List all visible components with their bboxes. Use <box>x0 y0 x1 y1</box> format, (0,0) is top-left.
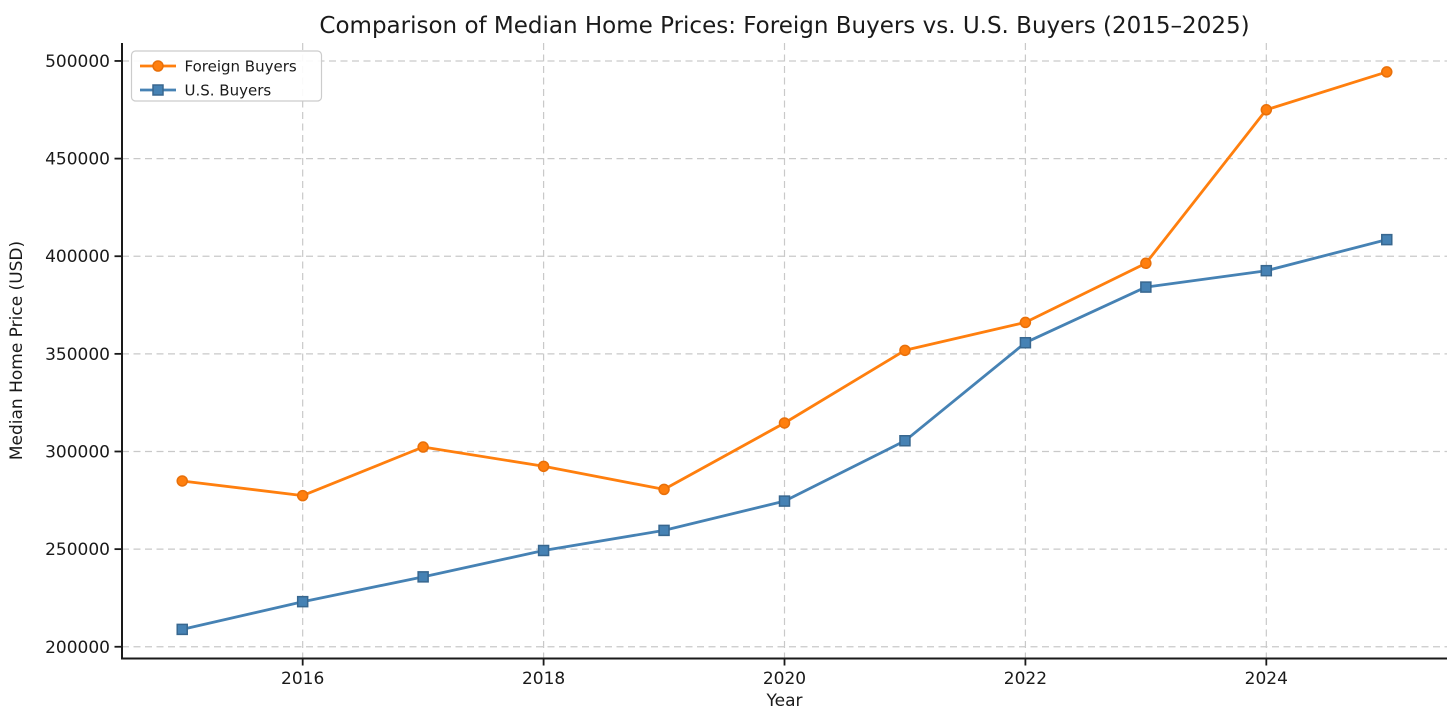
x-tick-label: 2016 <box>281 669 324 689</box>
axes-spines <box>114 43 1447 666</box>
data-point-marker <box>537 544 550 557</box>
chart-title: Comparison of Median Home Prices: Foreig… <box>319 13 1249 39</box>
y-tick-label: 200000 <box>45 638 110 658</box>
data-point-marker <box>417 441 429 453</box>
y-tick-label: 450000 <box>45 150 110 170</box>
x-tick-label: 2022 <box>1004 669 1047 689</box>
y-tick-label: 300000 <box>45 442 110 462</box>
data-point-marker <box>1260 104 1273 116</box>
legend: Foreign Buyers U.S. Buyers <box>130 50 323 102</box>
data-point-marker <box>899 344 911 357</box>
data-point-marker <box>1140 281 1152 293</box>
legend-label: U.S. Buyers <box>185 82 272 100</box>
legend-marker <box>152 60 164 72</box>
y-tick-label: 500000 <box>45 52 110 72</box>
data-point-marker <box>658 524 670 537</box>
data-point-marker <box>417 571 429 583</box>
gridlines <box>122 43 1447 658</box>
y-axis-label: Median Home Price (USD) <box>7 241 27 460</box>
data-point-marker <box>537 460 550 473</box>
data-point-marker <box>1140 257 1152 270</box>
data-point-marker <box>1381 66 1393 78</box>
legend-marker <box>152 84 164 96</box>
data-point-marker <box>899 435 911 447</box>
data-point-marker <box>778 495 791 507</box>
y-tick-label: 250000 <box>45 540 110 560</box>
x-tick-label: 2020 <box>763 669 806 689</box>
data-point-marker <box>296 489 309 502</box>
data-point-marker <box>176 475 188 487</box>
data-point-marker <box>1381 233 1393 246</box>
data-point-marker <box>296 595 309 608</box>
legend-box <box>130 50 323 102</box>
data-point-marker <box>658 483 670 496</box>
data-point-marker <box>1019 336 1032 349</box>
data-point-marker <box>176 623 188 636</box>
data-series <box>176 66 1393 636</box>
y-tick-label: 350000 <box>45 345 110 365</box>
data-point-marker <box>778 417 791 429</box>
data-point-marker <box>1019 316 1032 329</box>
y-tick-label: 400000 <box>45 247 110 267</box>
data-point-marker <box>1260 264 1273 277</box>
x-tick-label: 2024 <box>1245 669 1288 689</box>
tick-labels: 200000 250000 300000 350000 400000 450000 5000… <box>45 52 1288 689</box>
x-tick-label: 2018 <box>522 669 565 689</box>
x-axis-label: Year <box>766 691 803 711</box>
legend-label: Foreign Buyers <box>185 58 297 76</box>
